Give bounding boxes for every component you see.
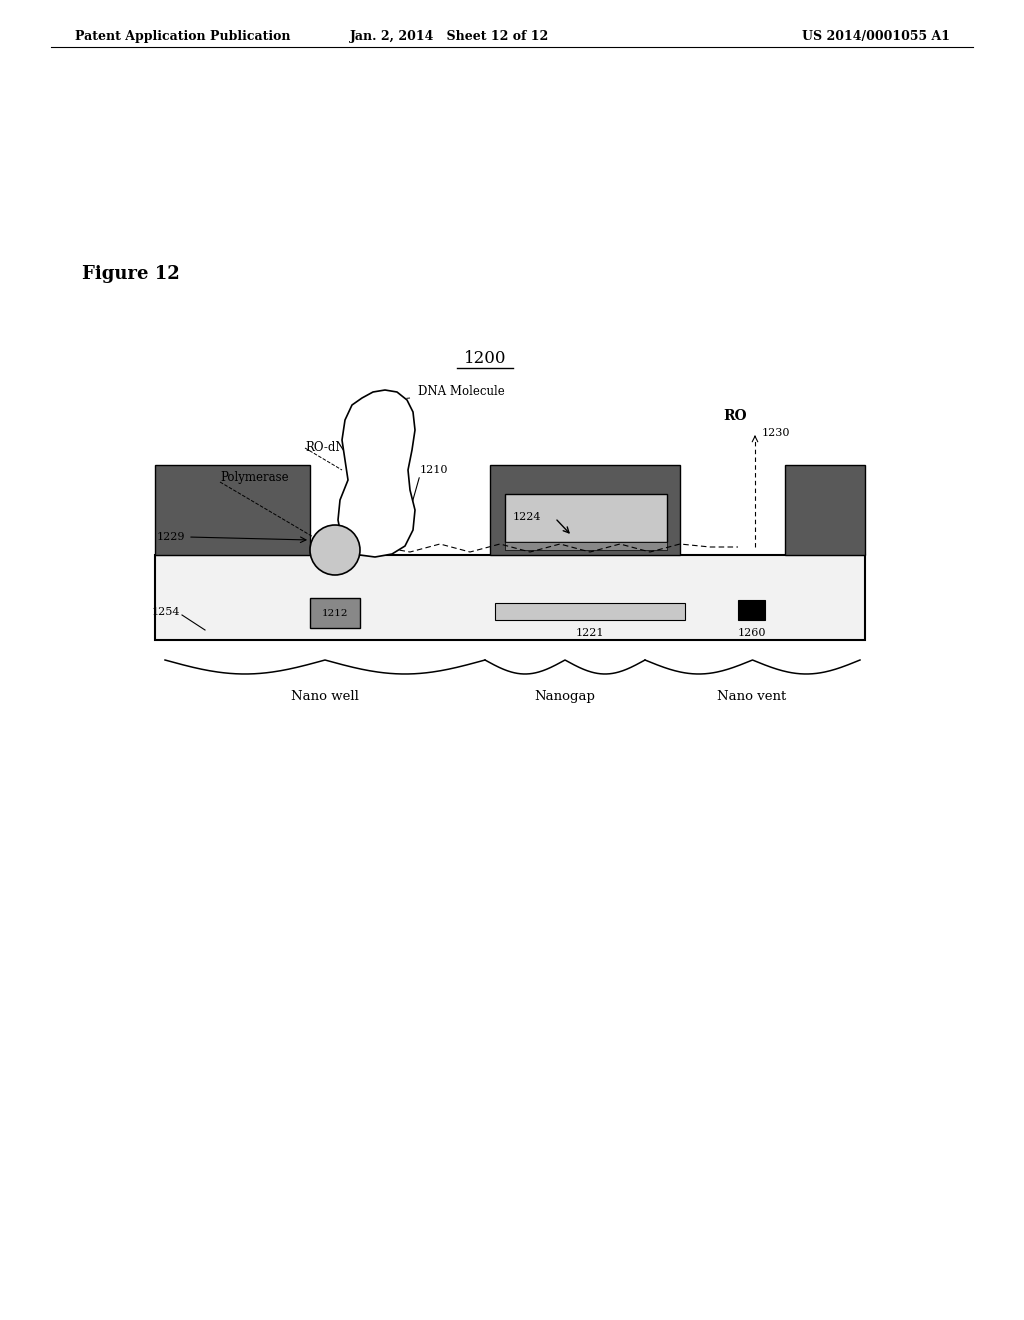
Text: 1212: 1212 — [322, 609, 348, 618]
Text: RO: RO — [723, 409, 746, 422]
Text: 1230: 1230 — [762, 428, 791, 438]
Text: 1224: 1224 — [513, 512, 542, 521]
Text: Nano vent: Nano vent — [718, 690, 786, 704]
Text: 1210: 1210 — [420, 465, 449, 475]
Text: 1260: 1260 — [737, 628, 766, 638]
Text: RO: RO — [370, 539, 388, 552]
Text: Figure 12: Figure 12 — [82, 265, 180, 282]
Circle shape — [310, 525, 360, 576]
Bar — [495, 603, 685, 620]
Text: US 2014/0001055 A1: US 2014/0001055 A1 — [802, 30, 950, 44]
Text: Polymerase: Polymerase — [220, 471, 289, 484]
Bar — [490, 465, 680, 554]
Bar — [505, 494, 667, 543]
Bar — [310, 598, 360, 628]
Bar — [785, 465, 865, 554]
Bar — [155, 465, 310, 554]
Text: Nanogap: Nanogap — [535, 690, 595, 704]
Text: RO-dNXP: RO-dNXP — [305, 441, 361, 454]
Text: 1221: 1221 — [575, 628, 604, 638]
Text: 1254: 1254 — [152, 607, 180, 616]
Text: Jan. 2, 2014   Sheet 12 of 12: Jan. 2, 2014 Sheet 12 of 12 — [350, 30, 550, 44]
Bar — [505, 543, 667, 550]
Polygon shape — [338, 389, 415, 557]
Text: DNA Molecule: DNA Molecule — [418, 385, 505, 399]
Text: 1200: 1200 — [464, 350, 506, 367]
Bar — [738, 601, 765, 620]
Text: Nano well: Nano well — [291, 690, 359, 704]
Bar — [155, 554, 865, 640]
Text: 1229: 1229 — [157, 532, 185, 543]
Text: Patent Application Publication: Patent Application Publication — [75, 30, 291, 44]
